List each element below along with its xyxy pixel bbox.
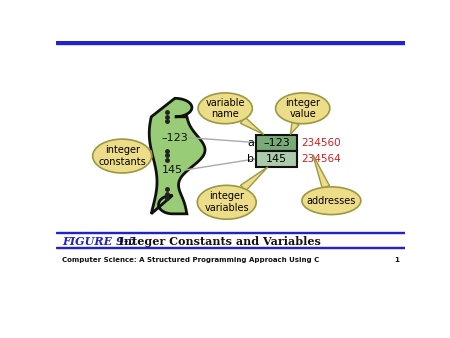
Polygon shape [149, 98, 205, 214]
Ellipse shape [275, 93, 330, 124]
Text: 234560: 234560 [301, 138, 341, 148]
Text: –123: –123 [162, 132, 188, 143]
Polygon shape [240, 117, 264, 135]
Polygon shape [241, 167, 268, 191]
Text: Integer Constants and Variables: Integer Constants and Variables [111, 236, 321, 247]
Text: Computer Science: A Structured Programming Approach Using C: Computer Science: A Structured Programmi… [63, 257, 320, 263]
Polygon shape [313, 154, 329, 189]
Text: –123: –123 [263, 138, 290, 148]
Bar [56, 41, 405, 44]
Text: 1: 1 [394, 257, 399, 263]
Text: integer
constants: integer constants [98, 145, 146, 167]
Bar [256, 151, 297, 167]
Ellipse shape [198, 93, 252, 124]
Polygon shape [290, 122, 299, 135]
Text: variable
name: variable name [206, 98, 245, 119]
Ellipse shape [197, 185, 256, 219]
Text: 145: 145 [162, 165, 183, 175]
Text: integer
value: integer value [285, 98, 320, 119]
Text: addresses: addresses [307, 196, 356, 206]
Text: a: a [248, 138, 254, 148]
Text: 234564: 234564 [301, 154, 341, 164]
Bar [56, 232, 405, 233]
Ellipse shape [302, 187, 361, 215]
Text: 145: 145 [266, 154, 287, 164]
Bar [56, 247, 405, 248]
Ellipse shape [93, 139, 152, 173]
Text: b: b [248, 154, 254, 164]
Bar [256, 135, 297, 151]
Text: FIGURE 9-5: FIGURE 9-5 [63, 236, 137, 247]
Text: integer
variables: integer variables [204, 191, 249, 213]
